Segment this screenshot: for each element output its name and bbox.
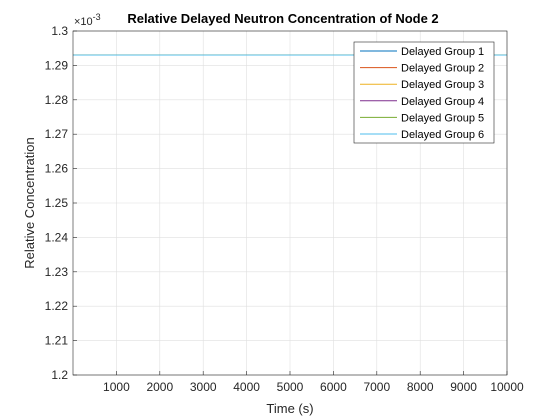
x-tick-label: 3000 <box>190 380 217 394</box>
x-tick-label: 2000 <box>146 380 173 394</box>
chart-title: Relative Delayed Neutron Concentration o… <box>127 11 438 26</box>
y-exponent-base: ×10 <box>74 16 93 28</box>
x-tick-label: 9000 <box>450 380 477 394</box>
y-tick-label: 1.2 <box>51 368 68 382</box>
legend-label-group-5: Delayed Group 5 <box>401 112 484 124</box>
legend-label-group-4: Delayed Group 4 <box>401 96 484 108</box>
x-tick-label: 4000 <box>233 380 260 394</box>
y-tick-label: 1.25 <box>45 196 69 210</box>
y-tick-label: 1.27 <box>45 127 69 141</box>
y-exponent-power: -3 <box>93 12 101 22</box>
y-tick-label: 1.24 <box>45 230 69 244</box>
x-tick-label: 1000 <box>103 380 130 394</box>
x-tick-label: 5000 <box>277 380 304 394</box>
x-axis-label: Time (s) <box>266 401 313 416</box>
y-tick-label: 1.22 <box>45 299 69 313</box>
y-tick-label: 1.28 <box>45 93 69 107</box>
y-tick-label: 1.21 <box>45 334 69 348</box>
legend: Delayed Group 1 Delayed Group 2 Delayed Gr… <box>354 42 494 143</box>
y-tick-label: 1.26 <box>45 162 69 176</box>
legend-label-group-6: Delayed Group 6 <box>401 129 484 141</box>
x-tick-label: 8000 <box>407 380 434 394</box>
legend-label-group-3: Delayed Group 3 <box>401 79 484 91</box>
y-tick-label: 1.3 <box>51 24 68 38</box>
y-tick-label: 1.29 <box>45 58 69 72</box>
legend-label-group-2: Delayed Group 2 <box>401 63 484 75</box>
x-tick-label: 6000 <box>320 380 347 394</box>
y-axis-label: Relative Concentration <box>22 137 37 269</box>
x-tick-label: 10000 <box>490 380 524 394</box>
y-tick-label: 1.23 <box>45 265 69 279</box>
x-tick-label: 7000 <box>363 380 390 394</box>
legend-label-group-1: Delayed Group 1 <box>401 46 484 58</box>
